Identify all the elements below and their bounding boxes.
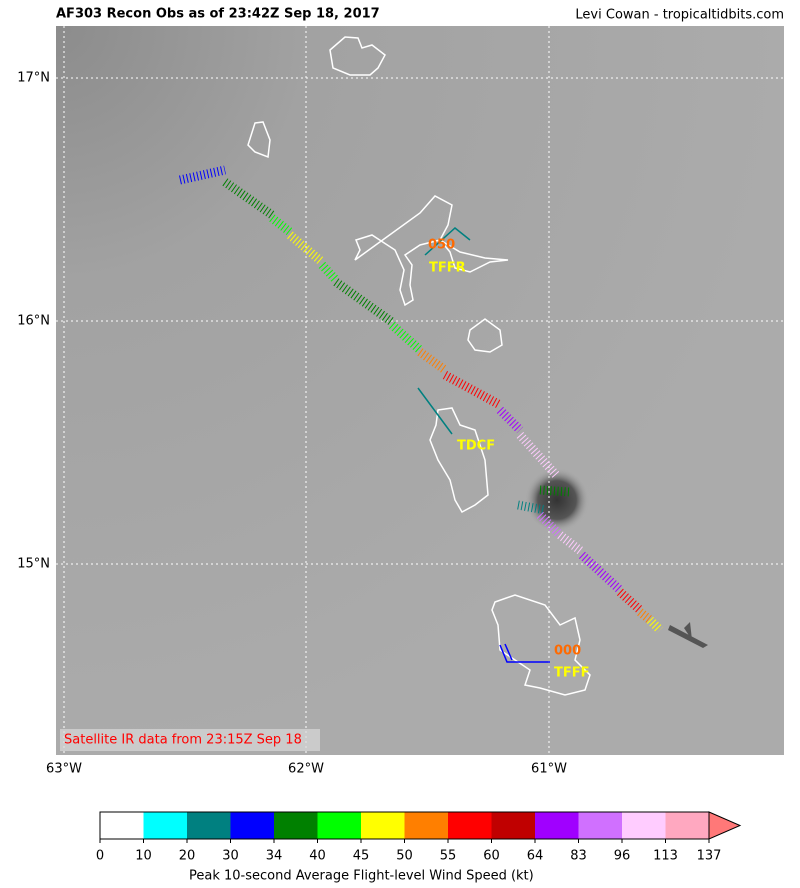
colorbar-label: Peak 10-second Average Flight-level Wind… [189,869,534,884]
colorbar-segment [100,812,144,839]
station-label: 050 [428,238,455,253]
colorbar-segment [230,812,275,839]
credit: Levi Cowan - tropicaltidbits.com [575,8,784,23]
lon-label: 63°W [46,762,82,777]
colorbar-tick-label: 137 [697,849,722,864]
note: Satellite IR data from 23:15Z Sep 18 [64,733,302,748]
colorbar-tick-label: 55 [440,849,457,864]
colorbar-tick-label: 20 [179,849,196,864]
lon-label: 61°W [531,762,567,777]
title: AF303 Recon Obs as of 23:42Z Sep 18, 201… [56,7,380,22]
station-label: 000 [554,644,581,659]
note-box [60,729,320,751]
colorbar-tick-label: 30 [222,849,239,864]
lat-label: 17°N [17,71,50,86]
colorbar-tick-label: 113 [653,849,678,864]
colorbar-segment [187,812,231,839]
colorbar-tick-label: 0 [96,849,104,864]
colorbar-tick-label: 60 [483,849,500,864]
colorbar-segment [361,812,405,839]
colorbar-tick-label: 40 [309,849,326,864]
flight-track [179,165,708,663]
colorbar-segment [535,812,579,839]
colorbar-segment [143,812,188,839]
storm-eye [525,468,589,532]
colorbar-segment [622,812,666,839]
lat-label: 16°N [17,314,50,329]
colorbar-segment [665,812,710,839]
lat-label: 15°N [17,557,50,572]
colorbar-segment [491,812,536,839]
colorbar-segment [448,812,492,839]
colorbar-extension [708,811,742,840]
colorbar-tick-label: 96 [614,849,631,864]
colorbar-tick-label: 50 [396,849,413,864]
grid [56,26,784,755]
colorbar-segment [274,812,318,839]
station-label: TFFF [554,666,590,681]
aircraft [668,622,708,648]
colorbar-segment [578,812,623,839]
colorbar-tick-label: 83 [570,849,587,864]
colorbar-tick-label: 10 [135,849,152,864]
lon-label: 62°W [288,762,324,777]
colorbar-segment [317,812,362,839]
colorbar-tick-label: 34 [266,849,283,864]
colorbar-tick-label: 64 [527,849,544,864]
colorbar-segment [404,812,449,839]
station-label: TFFR [429,261,466,276]
station-label: TDCF [457,439,495,454]
colorbar-tick-label: 45 [353,849,370,864]
